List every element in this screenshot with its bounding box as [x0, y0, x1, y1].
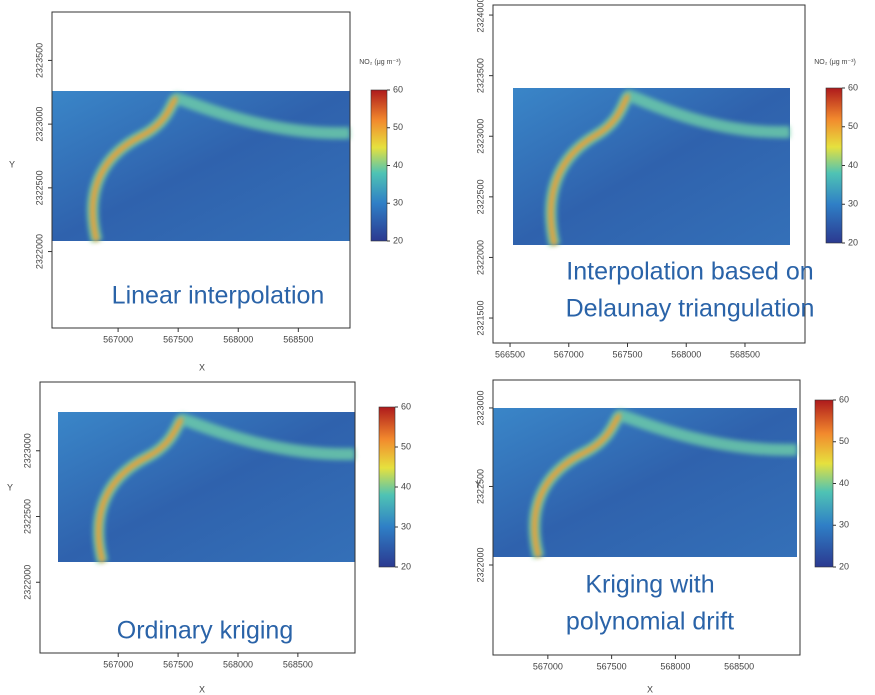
y-tick-label: 2321500	[475, 301, 485, 336]
colorbar-tick-label: 30	[401, 521, 411, 531]
y-tick-label: 2322000	[475, 240, 485, 275]
y-tick-label: 2322000	[34, 234, 44, 269]
colorbar-tick-label: 30	[393, 198, 403, 208]
x-tick-label: 568500	[730, 349, 760, 359]
x-tick-label: 567000	[533, 661, 563, 671]
y-tick-label: 2324000	[475, 0, 485, 33]
colorbar-tick-label: 40	[848, 160, 858, 170]
x-tick-label: 568500	[724, 661, 754, 671]
x-tick-label: 567500	[163, 334, 193, 344]
panel-caption: Linear interpolation	[112, 282, 325, 310]
x-tick-label: 568000	[671, 349, 701, 359]
colorbar-label: NO₂ (μg m⁻³)	[814, 59, 856, 66]
y-tick-label: 2323000	[475, 390, 485, 425]
colorbar-tick-label: 30	[848, 199, 858, 209]
x-tick-label: 567500	[612, 349, 642, 359]
panel-caption: Ordinary kriging	[117, 617, 293, 645]
road	[548, 93, 631, 246]
colorbar	[814, 399, 834, 568]
colorbar-tick-label: 20	[839, 561, 849, 571]
x-tick-label: 568500	[283, 659, 313, 669]
y-tick-label: 2322500	[34, 170, 44, 205]
y-tick-label: 2323500	[475, 58, 485, 93]
x-tick-label: 568000	[223, 334, 253, 344]
panel-caption: polynomial drift	[566, 608, 734, 636]
y-axis-label: Y	[475, 479, 481, 489]
plot-frame	[51, 11, 351, 329]
y-tick-label: 2323000	[22, 433, 32, 468]
x-tick-label: 567500	[597, 661, 627, 671]
colorbar-tick-label: 20	[401, 561, 411, 571]
y-tick-label: 2323000	[475, 119, 485, 154]
colorbar-tick-label: 50	[401, 441, 411, 451]
x-axis-label: X	[647, 684, 653, 694]
colorbar-tick-label: 60	[839, 394, 849, 404]
x-axis-label: X	[199, 362, 205, 372]
colorbar-tick-label: 50	[839, 436, 849, 446]
y-axis-label: Y	[9, 159, 15, 169]
plot-frame	[39, 381, 356, 654]
plot-frame	[492, 379, 801, 656]
y-tick-label: 2323000	[34, 107, 44, 142]
colorbar	[370, 89, 388, 242]
y-tick-label: 2322000	[22, 565, 32, 600]
colorbar-tick-label: 50	[848, 121, 858, 131]
x-tick-label: 567000	[103, 334, 133, 344]
colorbar-tick-label: 20	[848, 237, 858, 247]
x-axis-label: X	[199, 684, 205, 694]
panel-caption: Interpolation based on	[566, 258, 813, 286]
colorbar-tick-label: 30	[839, 520, 849, 530]
road	[90, 96, 179, 242]
x-tick-label: 568000	[223, 659, 253, 669]
colorbar-label: NO₂ (μg m⁻³)	[359, 59, 401, 66]
colorbar-tick-label: 50	[393, 122, 403, 132]
x-tick-label: 567000	[554, 349, 584, 359]
colorbar-tick-label: 60	[401, 401, 411, 411]
x-tick-label: 568000	[660, 661, 690, 671]
y-tick-label: 2322500	[475, 469, 485, 504]
y-tick-label: 2323500	[34, 43, 44, 78]
panel-caption: Delaunay triangulation	[566, 295, 815, 323]
road	[96, 417, 184, 563]
y-axis-label: Y	[7, 482, 13, 492]
colorbar-tick-label: 60	[393, 84, 403, 94]
y-tick-label: 2322500	[475, 179, 485, 214]
x-tick-label: 567000	[103, 659, 133, 669]
colorbar-tick-label: 40	[393, 160, 403, 170]
road	[532, 412, 622, 558]
colorbar-tick-label: 40	[839, 478, 849, 488]
colorbar-tick-label: 60	[848, 82, 858, 92]
colorbar	[825, 87, 843, 244]
panel-caption: Kriging with	[585, 571, 714, 599]
y-tick-label: 2322500	[22, 499, 32, 534]
colorbar-tick-label: 40	[401, 481, 411, 491]
plot-frame	[492, 4, 806, 344]
colorbar-tick-label: 20	[393, 235, 403, 245]
y-tick-label: 2322000	[475, 547, 485, 582]
colorbar	[378, 406, 396, 568]
x-tick-label: 568500	[283, 334, 313, 344]
x-tick-label: 566500	[495, 349, 525, 359]
x-tick-label: 567500	[163, 659, 193, 669]
